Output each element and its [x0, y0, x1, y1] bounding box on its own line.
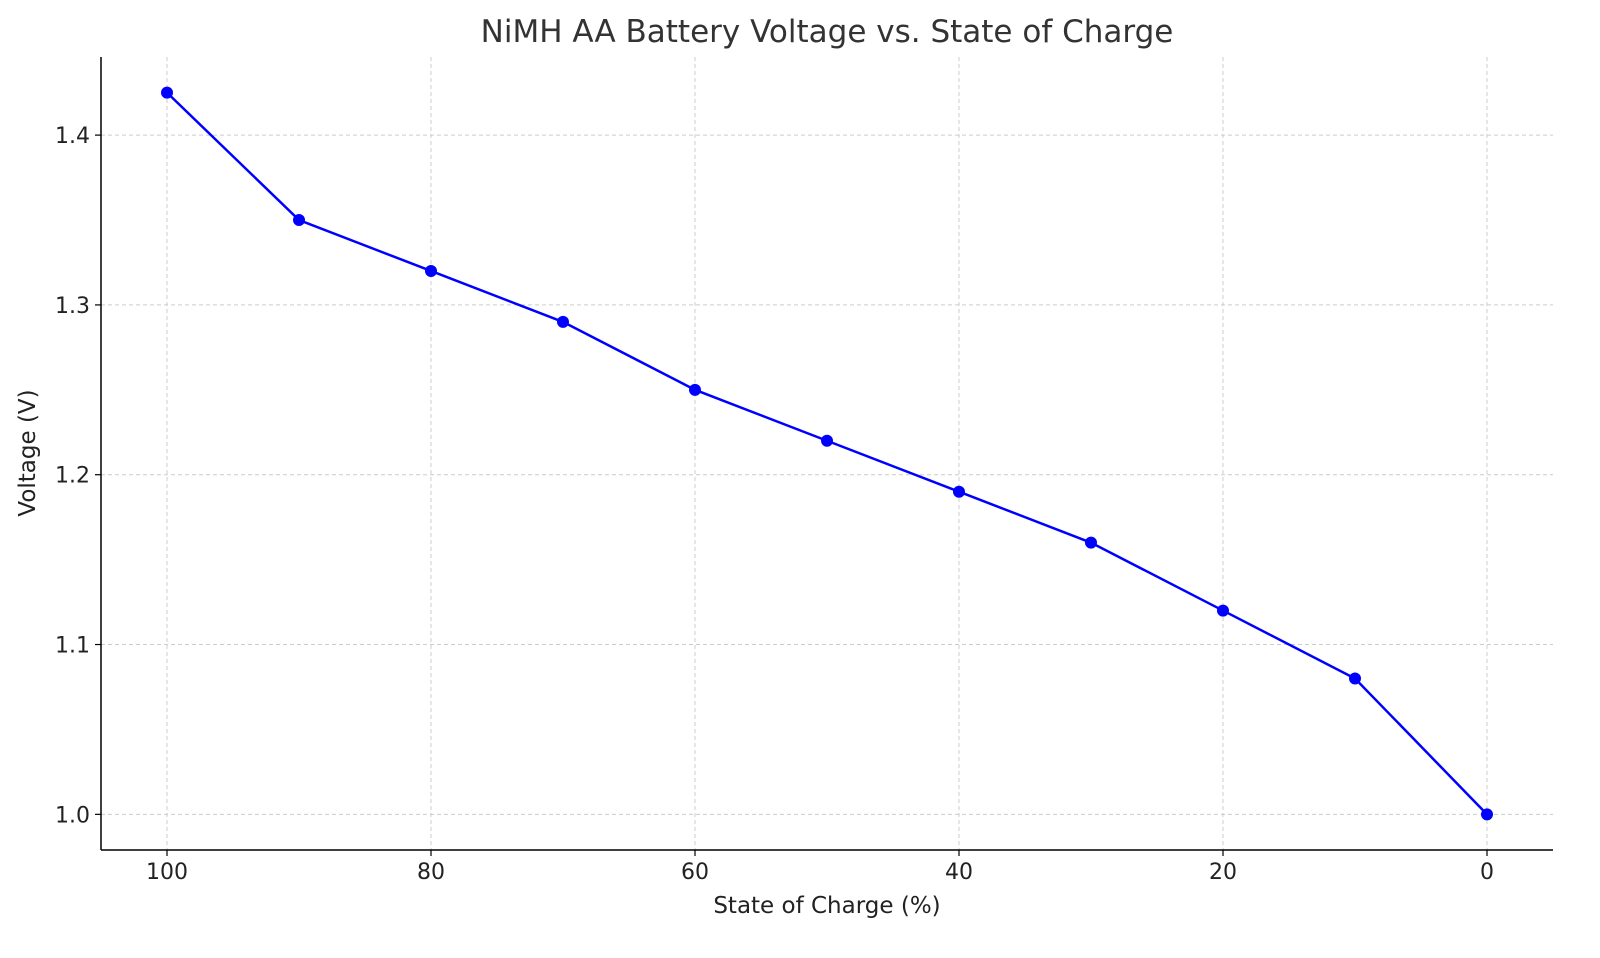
series — [161, 86, 1493, 821]
data-point — [557, 315, 569, 328]
data-point — [425, 264, 437, 277]
grid — [101, 57, 1553, 850]
data-point — [1217, 604, 1229, 617]
y-tick-label: 1.2 — [55, 464, 90, 489]
y-axis-label: Voltage (V) — [15, 389, 41, 516]
x-tick-label: 0 — [1480, 860, 1494, 885]
data-point — [293, 214, 305, 227]
data-point — [1085, 536, 1097, 549]
data-point — [953, 485, 965, 498]
x-tick-label: 60 — [681, 860, 709, 885]
data-point — [1349, 672, 1361, 685]
data-point — [689, 383, 701, 396]
x-axis-label: State of Charge (%) — [713, 893, 940, 919]
data-point — [821, 434, 833, 447]
x-tick-label: 20 — [1209, 860, 1237, 885]
x-tick-label: 100 — [146, 860, 188, 885]
y-tick-label: 1.4 — [55, 124, 90, 149]
y-tick-label: 1.3 — [55, 294, 90, 319]
axes — [100, 57, 1553, 851]
data-point — [1481, 808, 1493, 821]
x-tick-label: 80 — [417, 860, 445, 885]
x-tick-label: 40 — [945, 860, 973, 885]
data-point — [161, 86, 173, 99]
series-line — [166, 91, 1488, 816]
chart-title: NiMH AA Battery Voltage vs. State of Cha… — [481, 14, 1174, 50]
y-tick-label: 1.0 — [55, 803, 90, 828]
ticks: 100 80 60 40 20 0 1.0 1.1 1.2 1.3 1.4 — [55, 124, 1494, 885]
y-tick-label: 1.1 — [55, 634, 90, 659]
